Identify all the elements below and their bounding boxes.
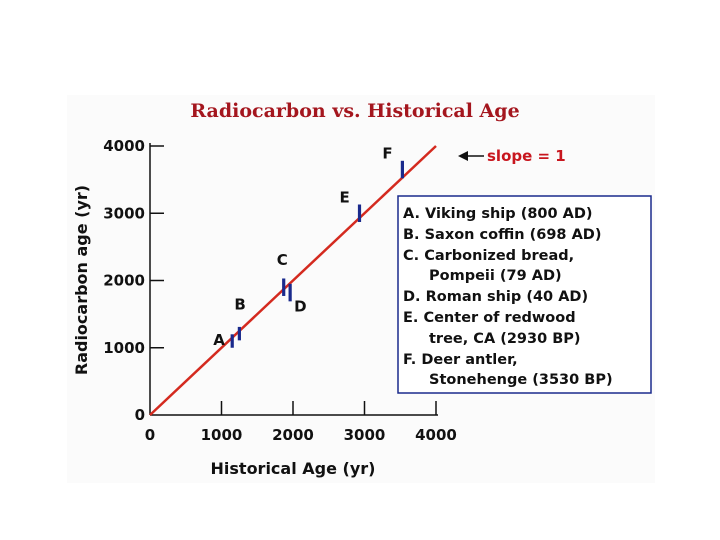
point-label-b: B bbox=[234, 296, 245, 314]
slope-one-line bbox=[149, 145, 437, 416]
slope-annotation: slope = 1 bbox=[458, 147, 566, 165]
legend-entry: Pompeii (79 AD) bbox=[429, 268, 562, 284]
y-axis-label: Radiocarbon age (yr) bbox=[72, 185, 91, 375]
x-axis-label: Historical Age (yr) bbox=[211, 459, 376, 478]
legend-entry: C. Carbonized bread, bbox=[403, 248, 574, 264]
chart-title: Radiocarbon vs. Historical Age bbox=[190, 100, 519, 122]
slope-arrow-head bbox=[458, 151, 468, 161]
point-label-e: E bbox=[339, 188, 349, 206]
slope-label: slope = 1 bbox=[487, 147, 566, 165]
legend-entry: B. Saxon coffin (698 AD) bbox=[403, 227, 601, 243]
x-tick-label: 2000 bbox=[272, 426, 314, 444]
y-tick-label: 3000 bbox=[103, 204, 145, 222]
axes bbox=[149, 143, 438, 416]
legend-entry: F. Deer antler, bbox=[403, 352, 518, 368]
x-tick-label: 3000 bbox=[344, 426, 386, 444]
data-points: AB C D E F bbox=[213, 145, 404, 349]
y-tick-label: 1000 bbox=[103, 339, 145, 357]
legend-entry: Stonehenge (3530 BP) bbox=[429, 372, 613, 388]
chart: Radiocarbon vs. Historical Age 0 1000 2000… bbox=[72, 100, 652, 478]
legend: A. Viking ship (800 AD) B. Saxon coffin … bbox=[397, 195, 652, 394]
y-tick-label: 2000 bbox=[103, 272, 145, 290]
ticks: 0 1000 2000 3000 4000 0 1000 2000 3000 4000 bbox=[103, 137, 457, 444]
x-tick-label: 0 bbox=[145, 426, 155, 444]
legend-entry: D. Roman ship (40 AD) bbox=[403, 289, 588, 305]
legend-box bbox=[397, 195, 652, 394]
chart-panel: Radiocarbon vs. Historical Age 0 1000 2000… bbox=[67, 95, 655, 483]
point-label-a: A bbox=[213, 331, 225, 349]
y-tick-label: 4000 bbox=[103, 137, 145, 155]
y-tick-label: 0 bbox=[135, 406, 145, 424]
point-label-f: F bbox=[382, 145, 392, 163]
legend-entry: A. Viking ship (800 AD) bbox=[403, 206, 593, 222]
x-tick-label: 1000 bbox=[201, 426, 243, 444]
legend-entry: E. Center of redwood bbox=[403, 310, 576, 326]
legend-entry: tree, CA (2930 BP) bbox=[429, 331, 581, 347]
point-label-d: D bbox=[294, 298, 306, 316]
x-tick-label: 4000 bbox=[415, 426, 457, 444]
point-label-c: C bbox=[277, 251, 288, 269]
